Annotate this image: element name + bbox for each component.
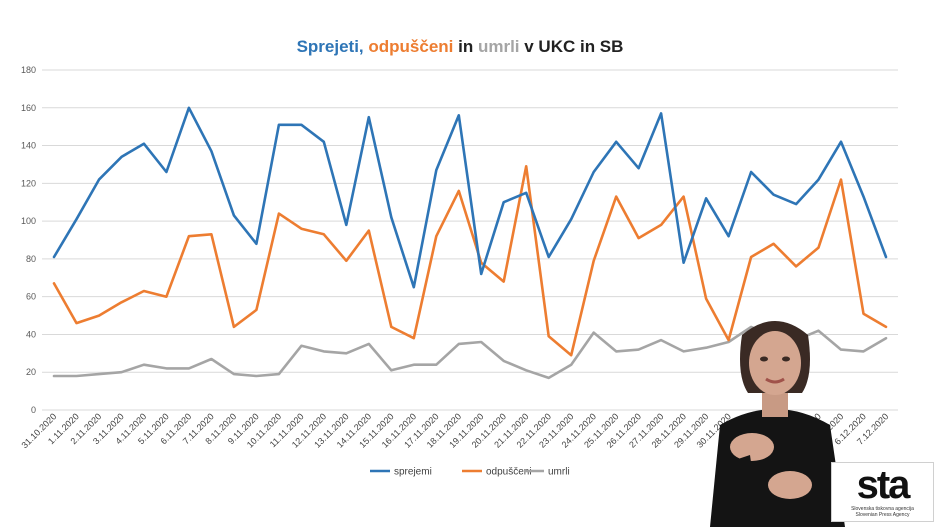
y-tick-label: 20 [26,367,36,377]
legend-label-umrli: umrli [548,467,570,478]
sta-logo-mark: sta [856,463,911,507]
legend: sprejemi odpuščeni umrli [370,467,570,478]
y-tick-label: 120 [21,178,36,188]
chart-title-part-5: v UKC in SB [520,37,624,56]
y-tick-label: 0 [31,405,36,415]
sta-logo-line2: Slovenian Press Agency [855,512,910,518]
y-tick-label: 40 [26,329,36,339]
y-tick-label: 160 [21,103,36,113]
series-lines [52,106,888,380]
y-tick-label: 180 [21,65,36,75]
series-line-sprejemi [52,106,888,289]
sign-language-interpreter-image [710,321,845,527]
chart-title-part-2: odpuščeni [368,37,453,56]
y-tick-label: 60 [26,292,36,302]
legend-label-sprejemi: sprejemi [394,467,432,478]
series-line-odpuščeni [52,165,888,357]
chart-title-part-1: , [359,37,368,56]
sta-logo: sta Slovenska tiskovna agencija Slovenia… [831,462,934,522]
series-line-umrli [52,325,888,380]
y-axis-ticks: 0 20 40 60 80 100 120 140 160 180 [21,65,36,415]
chart-title: Sprejeti, odpuščeni in umrli v UKC in SB [297,37,624,56]
y-tick-label: 80 [26,254,36,264]
chart-title-part-0: Sprejeti [297,37,359,56]
sta-logo-line1: Slovenska tiskovna agencija [851,506,914,512]
y-tick-label: 100 [21,216,36,226]
chart-title-part-3: in [453,37,478,56]
legend-label-odpuščeni: odpuščeni [486,467,532,478]
chart-title-part-4: umrli [478,37,520,56]
y-tick-label: 140 [21,141,36,151]
grid-lines [42,69,898,411]
